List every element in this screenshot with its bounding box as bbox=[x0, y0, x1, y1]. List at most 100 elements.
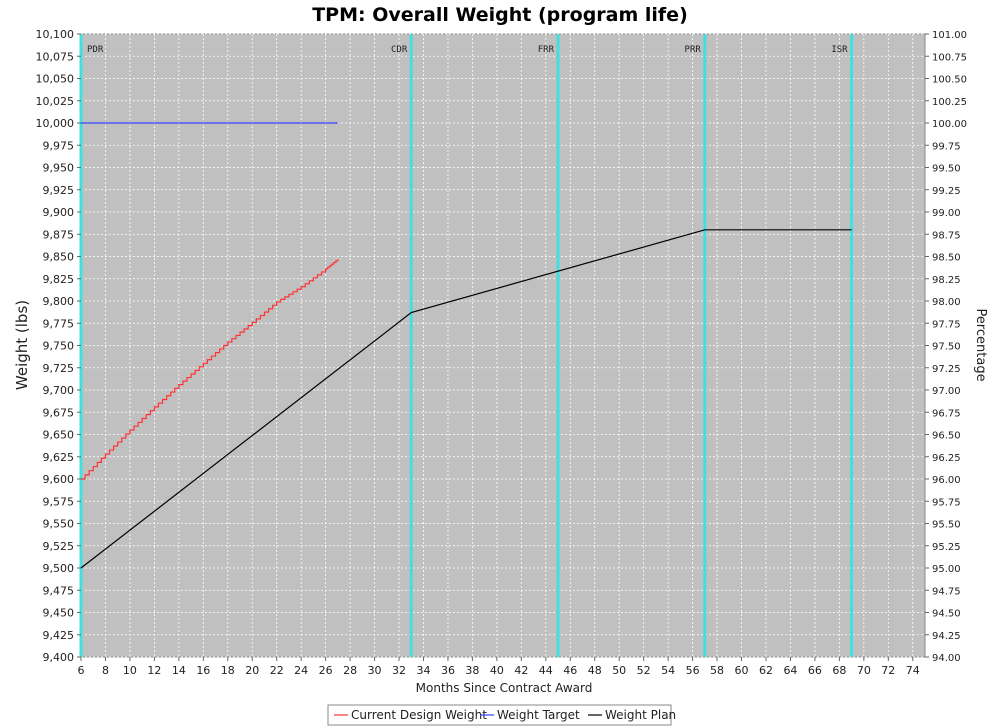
x-tick-label: 62 bbox=[759, 664, 773, 677]
y2-tick-label: 96.75 bbox=[932, 408, 961, 419]
y2-tick-label: 95.50 bbox=[932, 520, 961, 531]
y2-tick-label: 98.25 bbox=[932, 275, 961, 286]
x-tick-label: 14 bbox=[172, 664, 186, 677]
x-tick-label: 44 bbox=[539, 664, 553, 677]
y-tick-label: 9,450 bbox=[43, 607, 75, 620]
y2-tick-label: 95.75 bbox=[932, 497, 961, 508]
x-tick-label: 22 bbox=[270, 664, 284, 677]
x-tick-label: 10 bbox=[123, 664, 137, 677]
x-tick-label: 24 bbox=[294, 664, 308, 677]
y-tick-label: 9,725 bbox=[43, 362, 75, 375]
y2-tick-label: 95.00 bbox=[932, 564, 961, 575]
x-tick-label: 18 bbox=[221, 664, 235, 677]
y-tick-label: 9,425 bbox=[43, 629, 75, 642]
y2-tick-label: 99.75 bbox=[932, 141, 961, 152]
x-tick-label: 60 bbox=[735, 664, 749, 677]
y2-tick-label: 94.00 bbox=[932, 653, 961, 664]
y-tick-label: 9,950 bbox=[43, 162, 75, 175]
legend-label: Weight Target bbox=[497, 708, 580, 722]
x-tick-label: 16 bbox=[196, 664, 210, 677]
x-tick-label: 70 bbox=[857, 664, 871, 677]
y2-tick-label: 99.25 bbox=[932, 186, 961, 197]
y-tick-label: 9,900 bbox=[43, 206, 75, 219]
x-tick-label: 56 bbox=[686, 664, 700, 677]
x-tick-label: 72 bbox=[881, 664, 895, 677]
x-tick-label: 54 bbox=[661, 664, 675, 677]
y2-tick-label: 99.50 bbox=[932, 164, 961, 175]
x-axis: 6 8 10 12 14 16 18 20 22 24 26 28 30 32 34 36 38 40 42 44 46… bbox=[78, 657, 920, 677]
milestone-label: FRR bbox=[538, 45, 555, 55]
x-tick-label: 50 bbox=[612, 664, 626, 677]
y2-tick-label: 95.25 bbox=[932, 542, 961, 553]
y-tick-label: 9,650 bbox=[43, 429, 75, 442]
y-tick-label: 9,475 bbox=[43, 584, 75, 597]
y-tick-label: 9,625 bbox=[43, 451, 75, 464]
x-tick-label: 74 bbox=[906, 664, 920, 677]
series-layer bbox=[80, 122, 852, 569]
y-tick-label: 9,600 bbox=[43, 473, 75, 486]
x-tick-label: 68 bbox=[832, 664, 846, 677]
y-tick-label: 9,500 bbox=[43, 562, 75, 575]
milestone-label: CDR bbox=[391, 45, 408, 55]
y-axis-right: 94.00 94.25 94.50 94.75 95.00 95.25 95.50 95.75… bbox=[925, 30, 967, 664]
y-tick-label: 9,575 bbox=[43, 495, 75, 508]
x-tick-label: 58 bbox=[710, 664, 724, 677]
y2-tick-label: 96.25 bbox=[932, 453, 961, 464]
y2-tick-label: 94.50 bbox=[932, 609, 961, 620]
y-tick-label: 9,775 bbox=[43, 317, 75, 330]
y2-tick-label: 98.00 bbox=[932, 297, 961, 308]
y-tick-label: 9,700 bbox=[43, 384, 75, 397]
y2-tick-label: 98.75 bbox=[932, 230, 961, 241]
x-tick-label: 28 bbox=[343, 664, 357, 677]
x-tick-label: 36 bbox=[441, 664, 455, 677]
x-tick-label: 42 bbox=[514, 664, 528, 677]
x-tick-label: 64 bbox=[783, 664, 797, 677]
y2-tick-label: 101.00 bbox=[932, 30, 967, 41]
y2-tick-label: 97.00 bbox=[932, 386, 961, 397]
x-tick-label: 12 bbox=[147, 664, 161, 677]
y-tick-label: 9,675 bbox=[43, 406, 75, 419]
chart-title: TPM: Overall Weight (program life) bbox=[312, 4, 688, 26]
y-tick-label: 9,750 bbox=[43, 340, 75, 353]
y-tick-label: 9,800 bbox=[43, 295, 75, 308]
y2-tick-label: 96.50 bbox=[932, 431, 961, 442]
x-tick-label: 46 bbox=[563, 664, 577, 677]
y2-tick-label: 98.50 bbox=[932, 253, 961, 264]
grid-lines bbox=[80, 33, 925, 658]
y-tick-label: 10,100 bbox=[36, 28, 75, 41]
series-line bbox=[80, 229, 852, 569]
y2-tick-label: 99.00 bbox=[932, 208, 961, 219]
x-tick-label: 34 bbox=[416, 664, 430, 677]
y2-tick-label: 94.75 bbox=[932, 586, 961, 597]
x-tick-label: 26 bbox=[319, 664, 333, 677]
series-line bbox=[81, 259, 339, 480]
y2-tick-label: 100.00 bbox=[932, 119, 967, 130]
y-tick-label: 9,850 bbox=[43, 251, 75, 264]
x-tick-label: 52 bbox=[637, 664, 651, 677]
y-tick-label: 9,875 bbox=[43, 228, 75, 241]
y-axis-left: 9,400 9,425 9,450 9,475 9,500 9,525 9,550 9,575… bbox=[36, 28, 81, 664]
y-tick-label: 9,400 bbox=[43, 651, 75, 664]
y-tick-label: 10,025 bbox=[36, 95, 75, 108]
legend-label: Current Design Weight bbox=[351, 708, 487, 722]
x-tick-label: 32 bbox=[392, 664, 406, 677]
y-tick-label: 10,000 bbox=[36, 117, 75, 130]
y2-tick-label: 97.50 bbox=[932, 342, 961, 353]
y2-tick-label: 97.75 bbox=[932, 319, 961, 330]
y-tick-label: 9,550 bbox=[43, 518, 75, 531]
y-axis-label: Weight (lbs) bbox=[13, 300, 31, 390]
y-tick-label: 9,975 bbox=[43, 139, 75, 152]
y2-tick-label: 100.75 bbox=[932, 52, 967, 63]
legend: Current Design Weight Weight Target Weight… bbox=[327, 704, 676, 726]
y2-tick-label: 94.25 bbox=[932, 631, 961, 642]
y2-tick-label: 96.00 bbox=[932, 475, 961, 486]
y2-axis-label: Percentage bbox=[973, 308, 988, 381]
x-tick-label: 48 bbox=[588, 664, 602, 677]
y-tick-label: 10,050 bbox=[36, 73, 75, 86]
x-tick-label: 66 bbox=[808, 664, 822, 677]
x-tick-label: 38 bbox=[465, 664, 479, 677]
x-tick-label: 30 bbox=[368, 664, 382, 677]
y-tick-label: 10,075 bbox=[36, 50, 75, 63]
milestone-label: ISR bbox=[831, 45, 848, 55]
